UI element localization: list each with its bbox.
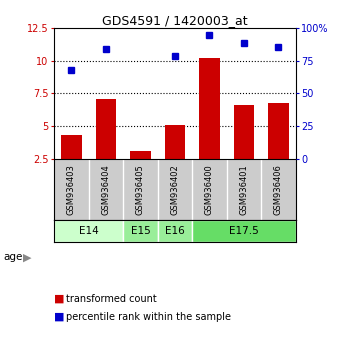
Text: GSM936406: GSM936406 [274, 164, 283, 215]
Bar [96, 99, 116, 159]
Text: GSM936400: GSM936400 [205, 164, 214, 215]
Bar [199, 58, 220, 159]
Bar [123, 220, 158, 242]
Bar [234, 105, 254, 159]
Text: transformed count: transformed count [66, 294, 156, 304]
Text: ▶: ▶ [23, 253, 31, 263]
Text: GSM936403: GSM936403 [67, 164, 76, 215]
Bar [130, 151, 151, 159]
Text: GSM936401: GSM936401 [239, 164, 248, 215]
Bar [192, 220, 296, 242]
Text: percentile rank within the sample: percentile rank within the sample [66, 312, 231, 322]
Title: GDS4591 / 1420003_at: GDS4591 / 1420003_at [102, 14, 248, 27]
Bar [165, 125, 185, 159]
Text: GSM936402: GSM936402 [170, 164, 179, 215]
Text: E15: E15 [130, 226, 150, 236]
Text: GSM936404: GSM936404 [101, 164, 111, 215]
Bar [61, 135, 82, 159]
Text: ■: ■ [54, 312, 65, 322]
Bar [268, 103, 289, 159]
Bar [54, 220, 123, 242]
Text: age: age [3, 252, 23, 262]
Text: GSM936405: GSM936405 [136, 164, 145, 215]
Bar [158, 220, 192, 242]
Text: E17.5: E17.5 [229, 226, 259, 236]
Text: ■: ■ [54, 294, 65, 304]
Text: E16: E16 [165, 226, 185, 236]
Text: E14: E14 [79, 226, 98, 236]
